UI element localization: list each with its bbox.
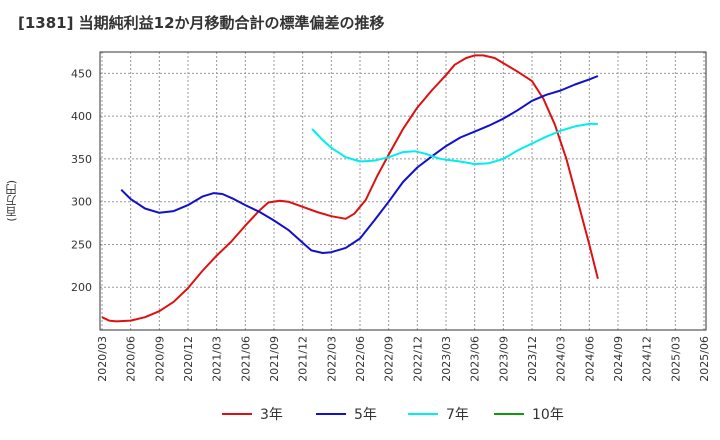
series-line-7年 [311,122,598,166]
x-tick-label: 2022/12 [411,336,424,382]
x-tick-label: 2021/03 [211,336,224,382]
y-tick-label: 450 [71,67,92,80]
x-tick-label: 2024/12 [641,336,654,382]
chart-title: [1381] 当期純利益12か月移動合計の標準偏差の推移 [18,14,385,32]
legend-label: 7年 [446,407,469,423]
legend-label: 3年 [260,407,283,423]
y-tick-label: 400 [71,110,92,123]
series-lines [101,54,599,323]
x-tick-label: 2022/03 [325,336,338,382]
x-tick-label: 2020/06 [125,336,138,382]
x-tick-label: 2021/09 [268,336,281,382]
y-tick-label: 300 [71,196,92,209]
x-tick-label: 2025/03 [669,336,682,382]
plot-frame [99,51,707,331]
x-tick-label: 2020/03 [96,336,109,382]
x-axis-ticks: 2020/03 2020/06 2020/09 2020/12 2021/03 2021/… [96,336,711,382]
x-tick-label: 2020/12 [182,336,195,382]
legend-label: 10年 [532,407,564,423]
grid-lines [100,52,706,330]
x-tick-label: 2024/06 [583,336,596,382]
series-line-3年 [101,54,599,323]
x-tick-label: 2024/09 [612,336,625,382]
x-tick-label: 2022/09 [383,336,396,382]
y-axis-ticks: 200 250 300 350 400 450 [71,67,92,294]
x-tick-label: 2021/12 [297,336,310,382]
x-tick-label: 2023/09 [497,336,510,382]
y-tick-label: 350 [71,153,92,166]
x-tick-label: 2023/03 [440,336,453,382]
legend: 3年 5年 7年 10年 [222,407,564,423]
x-tick-label: 2022/06 [354,336,367,382]
x-tick-label: 2025/06 [698,336,711,382]
x-tick-label: 2021/06 [239,336,252,382]
y-tick-label: 200 [71,281,92,294]
y-tick-label: 250 [71,238,92,251]
x-tick-label: 2023/12 [526,336,539,382]
x-tick-label: 2024/03 [555,336,568,382]
series-line-5年 [120,75,599,254]
legend-label: 5年 [354,407,377,423]
x-tick-label: 2020/09 [153,336,166,382]
x-tick-label: 2023/06 [469,336,482,382]
